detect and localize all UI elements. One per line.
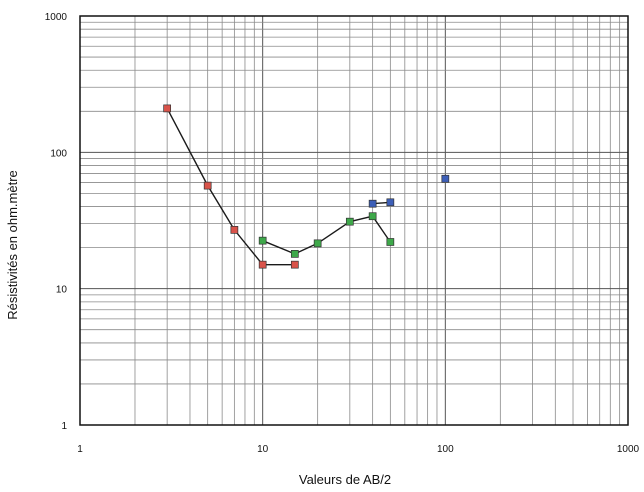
data-series [163, 104, 450, 269]
data-point-marker [386, 198, 395, 207]
series-3 [368, 198, 395, 208]
data-point-marker [290, 250, 299, 258]
y-axis-title: Résistivités en ohm.mètre [5, 170, 20, 320]
data-point-marker [441, 174, 450, 183]
data-point-marker [368, 199, 377, 208]
y-axis-ticks: 1 10 100 1000 [45, 12, 68, 432]
y-tick-label: 1 [61, 421, 67, 432]
data-point-marker [203, 181, 212, 190]
data-point-marker [368, 212, 377, 221]
data-point-marker [258, 236, 267, 245]
x-axis-title: Valeurs de AB/2 [299, 472, 391, 487]
data-point-marker [230, 226, 239, 234]
y-tick-label: 10 [56, 285, 68, 296]
series-line [262, 215, 391, 255]
y-tick-label: 1000 [45, 12, 68, 23]
plot-grid [79, 16, 628, 426]
x-tick-label: 100 [437, 444, 454, 455]
data-point-marker [386, 238, 395, 246]
series-line [166, 108, 295, 266]
plot-area-frame [79, 15, 629, 426]
series-2 [258, 212, 395, 258]
x-axis-ticks: 1 10 100 1000 [77, 444, 639, 455]
data-point-marker [345, 217, 354, 226]
x-tick-label: 10 [257, 444, 269, 455]
y-tick-label: 100 [50, 148, 67, 159]
data-point-marker [258, 260, 267, 269]
data-point-marker [313, 239, 322, 248]
data-point-marker [290, 260, 299, 269]
series-1 [163, 104, 299, 269]
series-4 [441, 174, 450, 183]
x-tick-label: 1000 [617, 444, 640, 455]
x-tick-label: 1 [77, 444, 83, 455]
data-point-marker [163, 104, 172, 113]
